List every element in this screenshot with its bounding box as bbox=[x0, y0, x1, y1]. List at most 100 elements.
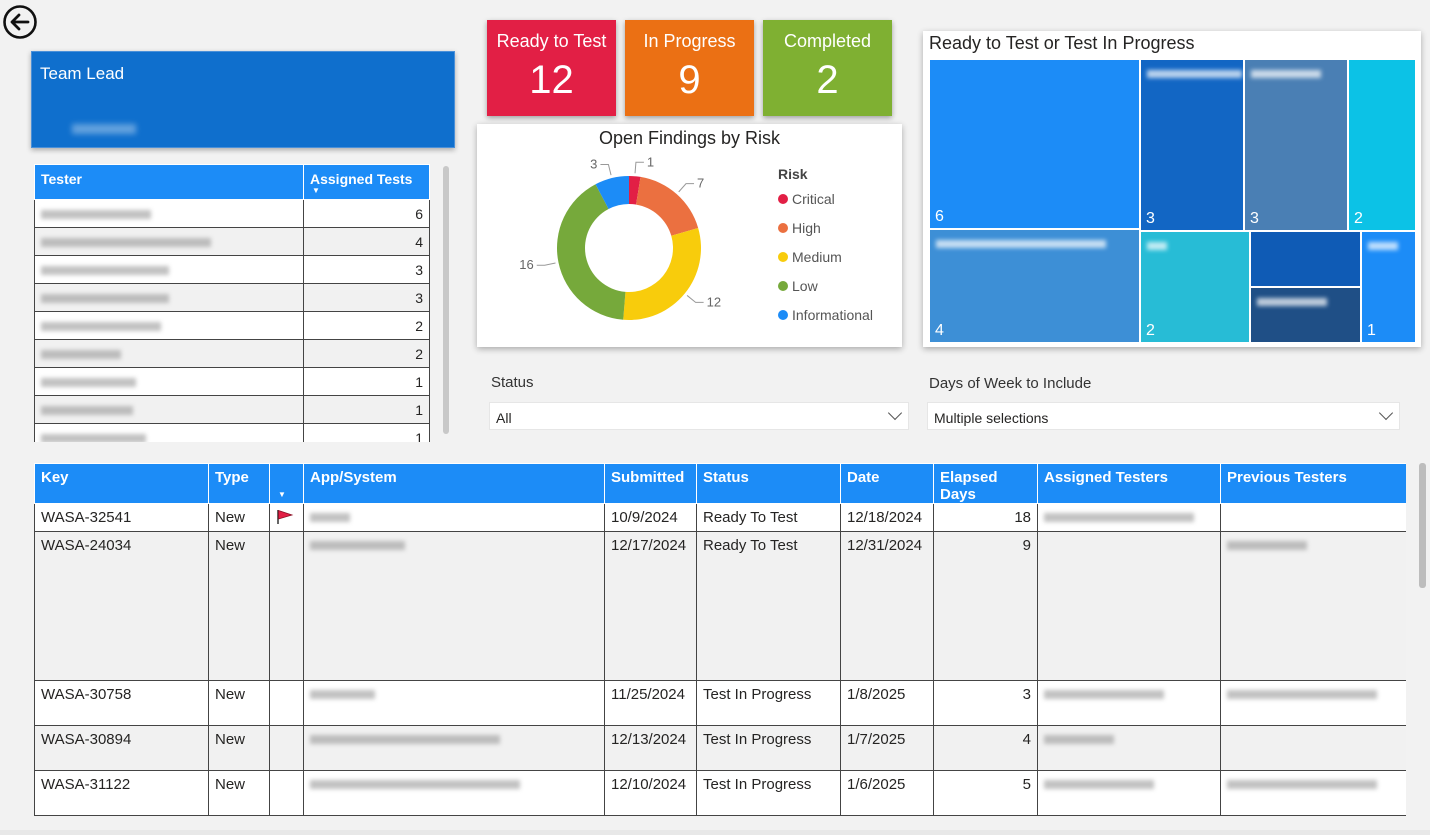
key-cell[interactable]: WASA-30894 bbox=[34, 725, 209, 771]
tester-table-scrollbar[interactable] bbox=[443, 166, 449, 434]
card-in-progress[interactable]: In Progress 9 bbox=[625, 20, 754, 116]
card-in-progress-value: 9 bbox=[678, 58, 701, 102]
card-in-progress-label: In Progress bbox=[643, 31, 736, 51]
assigned-testers-cell bbox=[1037, 531, 1221, 681]
tester-row[interactable]: 3 bbox=[34, 255, 430, 284]
tester-name-cell bbox=[34, 283, 304, 312]
status-cell: Test In Progress bbox=[696, 725, 841, 771]
back-arrow-icon[interactable] bbox=[2, 4, 38, 40]
card-ready-to-test[interactable]: Ready to Test 12 bbox=[487, 20, 616, 116]
flag-cell bbox=[269, 680, 304, 726]
donut-slice-medium[interactable] bbox=[623, 227, 701, 320]
donut-chart-svg: 1 7 12 16 3 bbox=[519, 154, 721, 320]
assigned-tests-cell: 4 bbox=[303, 227, 430, 256]
status-dropdown[interactable]: All bbox=[489, 402, 909, 430]
column-header-elapsed-days[interactable]: Elapsed Days bbox=[933, 463, 1038, 504]
assigned-tests-cell: 1 bbox=[303, 367, 430, 396]
treemap-tile-value: 3 bbox=[1146, 210, 1155, 227]
submitted-cell: 12/10/2024 bbox=[604, 770, 697, 816]
data-label-leader-line bbox=[634, 161, 644, 174]
column-header-tester[interactable]: Tester bbox=[34, 164, 304, 200]
app-system-cell bbox=[303, 725, 605, 771]
table-row[interactable]: WASA-31122 New 12/10/2024 Test In Progress 1… bbox=[34, 770, 1406, 816]
table-row[interactable]: WASA-24034 New 12/17/2024 Ready To Test 12/3… bbox=[34, 531, 1406, 681]
column-header-date[interactable]: Date bbox=[840, 463, 934, 504]
donut-slice-low[interactable] bbox=[557, 184, 626, 320]
treemap-tile[interactable]: 2 bbox=[1140, 231, 1250, 343]
tester-row[interactable]: 6 bbox=[34, 199, 430, 228]
legend-dot bbox=[778, 310, 788, 320]
redacted-text bbox=[1044, 513, 1194, 522]
tester-row[interactable]: 1 bbox=[34, 367, 430, 396]
redacted-text bbox=[1227, 541, 1307, 550]
legend-item-informational[interactable]: Informational bbox=[778, 307, 873, 336]
legend-dot bbox=[778, 252, 788, 262]
assigned-tests-cell: 1 bbox=[303, 423, 430, 442]
date-cell: 1/6/2025 bbox=[840, 770, 934, 816]
tester-row[interactable]: 2 bbox=[34, 311, 430, 340]
days-dropdown[interactable]: Multiple selections bbox=[927, 402, 1400, 430]
donut-data-label: 12 bbox=[707, 294, 721, 309]
treemap-tile[interactable]: 1 bbox=[1361, 231, 1416, 343]
elapsed-days-cell: 4 bbox=[933, 725, 1038, 771]
treemap-tile-value: 1 bbox=[1367, 322, 1376, 339]
previous-testers-cell bbox=[1220, 503, 1406, 532]
card-completed-value: 2 bbox=[816, 58, 839, 102]
team-lead-name-redacted bbox=[72, 124, 136, 134]
tester-row[interactable]: 2 bbox=[34, 339, 430, 368]
legend-item-critical[interactable]: Critical bbox=[778, 191, 873, 220]
treemap-tile[interactable]: 4 bbox=[929, 229, 1140, 343]
legend-item-high[interactable]: High bbox=[778, 220, 873, 249]
card-completed[interactable]: Completed 2 bbox=[763, 20, 892, 116]
treemap-chart[interactable]: Ready to Test or Test In Progress 6 3 3 2 4 2… bbox=[923, 31, 1421, 347]
treemap-tile[interactable]: 3 bbox=[1140, 59, 1244, 231]
tester-row[interactable]: 4 bbox=[34, 227, 430, 256]
assigned-testers-cell bbox=[1037, 680, 1221, 726]
table-row[interactable]: WASA-30758 New 11/25/2024 Test In Progress 1… bbox=[34, 680, 1406, 726]
treemap-tile[interactable] bbox=[1250, 231, 1361, 287]
column-header-assigned-tests[interactable]: Assigned Tests ▼ bbox=[303, 164, 430, 200]
column-header-submitted[interactable]: Submitted bbox=[604, 463, 697, 504]
data-label-leader-line bbox=[686, 295, 704, 303]
column-header-app-system[interactable]: App/System bbox=[303, 463, 605, 504]
key-cell[interactable]: WASA-32541 bbox=[34, 503, 209, 532]
donut-slice-high[interactable] bbox=[636, 176, 699, 236]
key-cell[interactable]: WASA-31122 bbox=[34, 770, 209, 816]
open-findings-chart[interactable]: Open Findings by Risk 1 7 12 16 3 Risk Criti… bbox=[477, 124, 902, 347]
treemap-tile[interactable]: 2 bbox=[1348, 59, 1416, 231]
treemap-tile[interactable]: 3 bbox=[1244, 59, 1348, 231]
type-cell: New bbox=[208, 531, 270, 681]
donut-slice-critical[interactable] bbox=[629, 176, 641, 205]
tester-row[interactable]: 1 bbox=[34, 395, 430, 424]
findings-table-scrollbar[interactable] bbox=[1419, 463, 1426, 588]
data-label-leader-line bbox=[536, 262, 556, 266]
column-header-type[interactable]: Type bbox=[208, 463, 270, 504]
table-row[interactable]: WASA-32541 New 10/9/2024 Ready To Test 12/18… bbox=[34, 503, 1406, 532]
column-header-key[interactable]: Key bbox=[34, 463, 209, 504]
assigned-testers-cell bbox=[1037, 503, 1221, 532]
key-cell[interactable]: WASA-24034 bbox=[34, 531, 209, 681]
type-cell: New bbox=[208, 680, 270, 726]
tester-row[interactable]: 3 bbox=[34, 283, 430, 312]
treemap-tile[interactable] bbox=[1250, 287, 1361, 343]
status-cell: Test In Progress bbox=[696, 680, 841, 726]
donut-slice-informational[interactable] bbox=[595, 176, 629, 210]
treemap-tile[interactable]: 6 bbox=[929, 59, 1140, 229]
column-header-flag[interactable]: ▼ bbox=[269, 463, 304, 504]
legend-item-medium[interactable]: Medium bbox=[778, 249, 873, 278]
column-header-assigned-testers[interactable]: Assigned Testers bbox=[1037, 463, 1221, 504]
date-cell: 1/8/2025 bbox=[840, 680, 934, 726]
tester-row[interactable]: 1 bbox=[34, 423, 430, 442]
treemap-tile-label-redacted bbox=[936, 240, 1106, 248]
column-header-assigned-tests-label: Assigned Tests bbox=[310, 171, 413, 187]
table-row[interactable]: WASA-30894 New 12/13/2024 Test In Progress 1… bbox=[34, 725, 1406, 771]
tester-name-cell bbox=[34, 367, 304, 396]
column-header-previous-testers[interactable]: Previous Testers bbox=[1220, 463, 1406, 504]
legend-item-low[interactable]: Low bbox=[778, 278, 873, 307]
status-cell: Test In Progress bbox=[696, 770, 841, 816]
column-header-status[interactable]: Status bbox=[696, 463, 841, 504]
redacted-text bbox=[310, 735, 500, 744]
key-cell[interactable]: WASA-30758 bbox=[34, 680, 209, 726]
tester-name-redacted bbox=[41, 209, 151, 219]
